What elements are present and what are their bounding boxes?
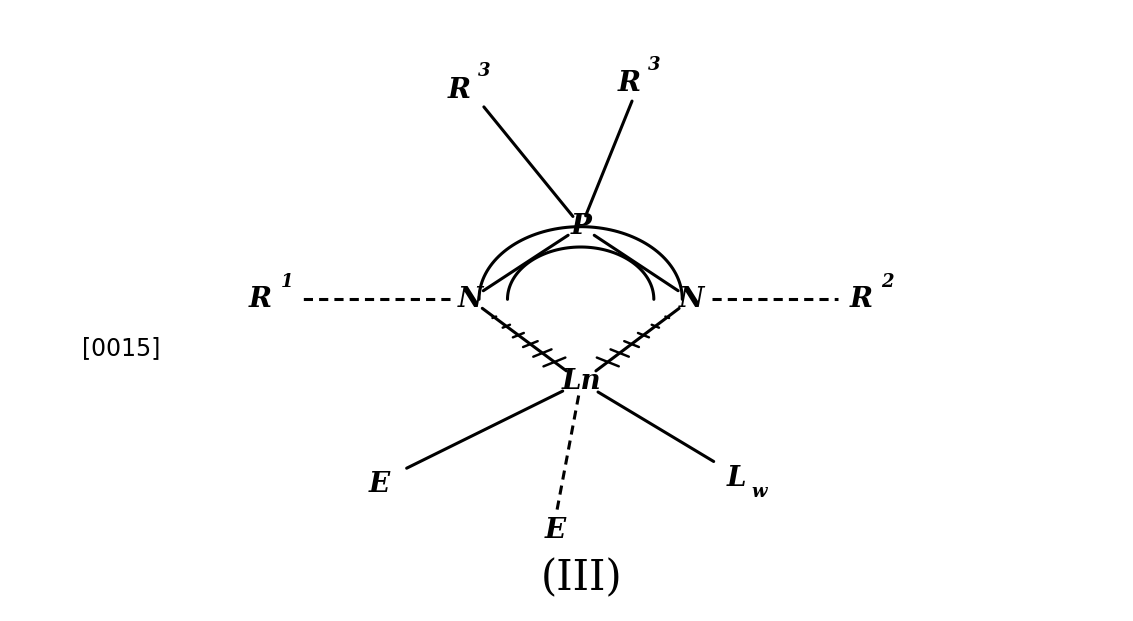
Text: 3: 3 (647, 57, 661, 74)
Text: R: R (617, 70, 640, 97)
Text: 1: 1 (280, 273, 293, 291)
Text: N: N (679, 286, 704, 313)
Text: N: N (458, 286, 483, 313)
Text: L: L (726, 465, 747, 492)
Text: [0015]: [0015] (82, 336, 160, 360)
Text: 3: 3 (477, 63, 491, 80)
Text: E: E (545, 517, 565, 545)
Text: Ln: Ln (562, 368, 600, 396)
Text: 2: 2 (880, 273, 894, 291)
Text: w: w (751, 483, 767, 501)
Text: (III): (III) (540, 558, 622, 600)
Text: R: R (850, 286, 872, 313)
Text: E: E (369, 471, 390, 498)
Text: P: P (571, 213, 591, 240)
Text: R: R (249, 286, 272, 313)
Text: R: R (448, 76, 470, 104)
